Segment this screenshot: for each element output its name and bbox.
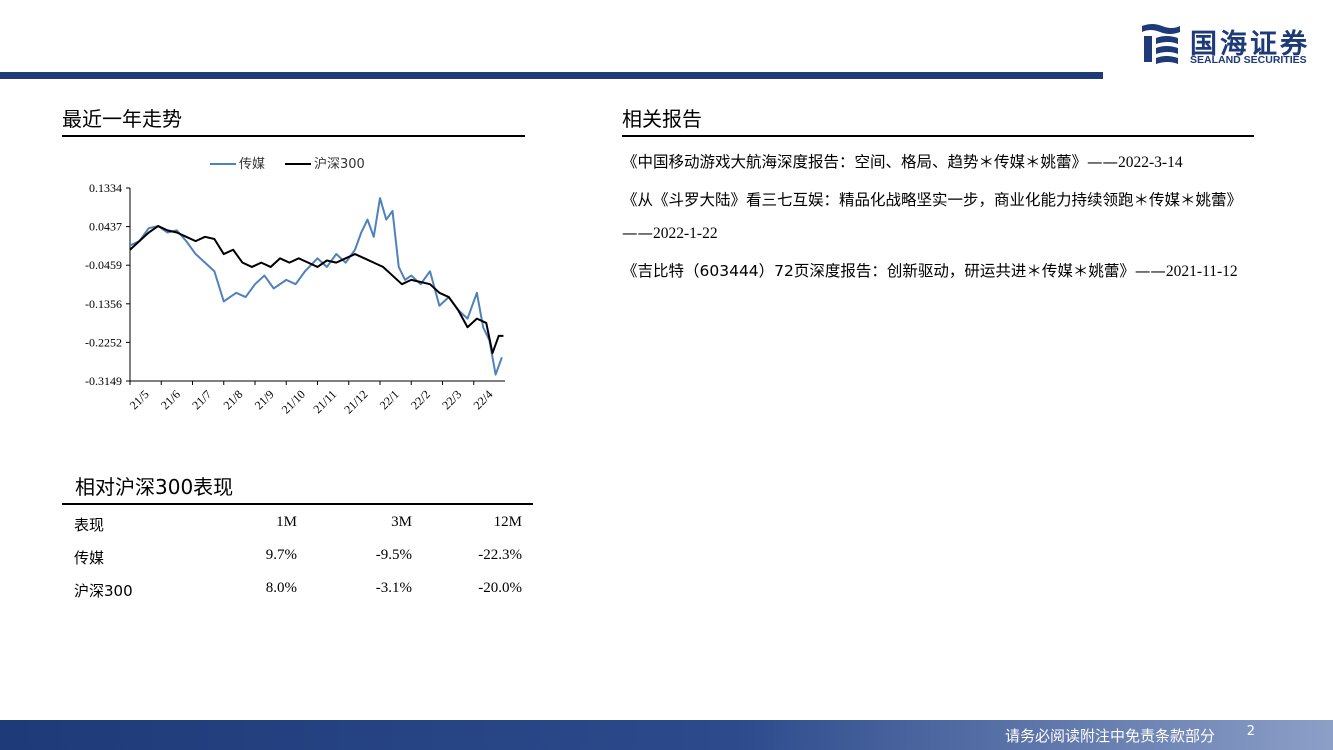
x-tick-label: 21/10 (279, 387, 308, 416)
brand-logo: 国海证券 SEALAND SECURITIES (1140, 22, 1325, 68)
brand-name-en: SEALAND SECURITIES (1190, 54, 1307, 66)
table-header-row: 表现 1M 3M 12M (62, 508, 532, 541)
header-cell: 12M (493, 514, 522, 530)
table-cell: 8.0% (265, 580, 297, 596)
x-tick-label: 22/4 (471, 387, 496, 412)
report-title: 《中国移动游戏大航海深度报告：空间、格局、趋势＊传媒＊姚蕾》—— (622, 153, 1119, 171)
x-tick-label: 21/7 (189, 387, 214, 412)
report-item[interactable]: 《从《斗罗大陆》看三七互娱：精品化战略坚实一步，商业化能力持续领跑＊传媒＊姚蕾》… (622, 184, 1247, 250)
report-title: 《从《斗罗大陆》看三七互娱：精品化战略坚实一步，商业化能力持续领跑＊传媒＊姚蕾》… (622, 191, 1243, 242)
trend-title: 最近一年走势 (62, 107, 182, 131)
x-tick-label: 21/9 (252, 387, 277, 412)
report-item[interactable]: 《吉比特（603444）72页深度报告：创新驱动，研运共进＊传媒＊姚蕾》——20… (622, 255, 1247, 288)
performance-title: 相对沪深300表现 (75, 475, 234, 499)
report-date: 2021-11-12 (1165, 263, 1238, 280)
table-cell: 传媒 (74, 549, 105, 567)
x-tick-label: 21/11 (310, 387, 339, 416)
related-title: 相关报告 (622, 107, 702, 131)
x-tick-label: 22/2 (408, 387, 433, 412)
report-date: 2022-1-22 (653, 225, 718, 242)
header-cell: 1M (276, 514, 297, 530)
table-row: 传媒 9.7% -9.5% -22.3% (62, 541, 532, 574)
report-item[interactable]: 《中国移动游戏大航海深度报告：空间、格局、趋势＊传媒＊姚蕾》——2022-3-1… (622, 146, 1247, 179)
disclaimer-text: 请务必阅读附注中免责条款部分 (1004, 727, 1215, 745)
y-tick-label: -0.3149 (85, 374, 122, 388)
page-number: 2 (1246, 724, 1255, 739)
series-line-1 (129, 225, 504, 355)
y-tick-label: -0.0459 (85, 258, 122, 272)
y-tick-label: -0.1356 (85, 297, 122, 311)
sealand-logo-icon (1142, 24, 1180, 64)
x-tick-label: 22/3 (439, 387, 464, 412)
table-cell: -3.1% (375, 580, 412, 596)
footer-bar: 请务必阅读附注中免责条款部分 2 (0, 720, 1333, 750)
table-cell: 沪深300 (74, 582, 133, 600)
related-reports-list: 《中国移动游戏大航海深度报告：空间、格局、趋势＊传媒＊姚蕾》——2022-3-1… (622, 146, 1247, 293)
x-tick-label: 22/1 (377, 387, 402, 412)
related-rule (622, 135, 1254, 137)
header-cell: 表现 (74, 516, 105, 534)
legend-label: 传媒 (239, 157, 265, 172)
y-tick-label: 0.1334 (89, 181, 122, 195)
brand-name-cn: 国海证券 (1190, 29, 1310, 60)
performance-table: 表现 1M 3M 12M 传媒 9.7% -9.5% -22.3% 沪深300 … (62, 508, 532, 607)
trend-chart: 0.1334 0.0437 -0.0459 -0.1356 -0.2252 -0.3149… (85, 156, 505, 416)
header-bar (0, 72, 1103, 79)
y-tick-label: -0.2252 (85, 335, 122, 349)
legend-label: 沪深300 (314, 156, 365, 172)
header-cell: 3M (391, 514, 412, 530)
table-cell: 9.7% (265, 547, 297, 563)
trend-rule (62, 135, 525, 137)
performance-rule (62, 503, 533, 505)
table-row: 沪深300 8.0% -3.1% -20.0% (62, 574, 532, 607)
x-tick-label: 21/6 (158, 387, 183, 412)
table-cell: -9.5% (375, 547, 412, 563)
report-date: 2022-3-14 (1118, 154, 1183, 171)
table-cell: -22.3% (478, 547, 522, 563)
report-title: 《吉比特（603444）72页深度报告：创新驱动，研运共进＊传媒＊姚蕾》—— (622, 262, 1166, 280)
x-tick-label: 21/8 (221, 387, 246, 412)
y-tick-label: 0.0437 (89, 220, 122, 234)
series-line-0 (129, 197, 503, 376)
x-tick-label: 21/5 (127, 387, 152, 412)
table-cell: -20.0% (478, 580, 522, 596)
x-tick-label: 21/12 (341, 387, 370, 416)
